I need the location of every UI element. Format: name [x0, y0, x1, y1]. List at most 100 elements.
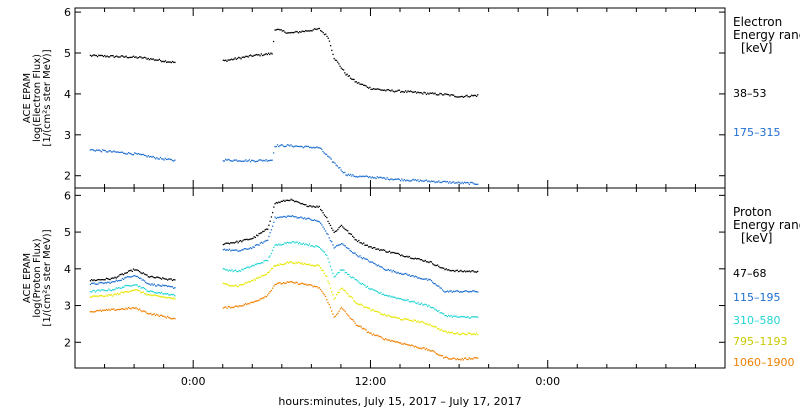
- proton-point: [113, 281, 115, 283]
- proton-series-0: [89, 198, 479, 282]
- proton-point: [438, 285, 440, 287]
- proton-point: [118, 279, 120, 282]
- electron-point: [359, 83, 361, 85]
- proton-point: [118, 308, 120, 311]
- proton-point: [374, 334, 376, 337]
- proton-point: [364, 328, 366, 330]
- proton-point: [294, 282, 296, 285]
- proton-point: [114, 276, 116, 278]
- electron-point: [339, 167, 341, 169]
- proton-point: [93, 295, 95, 297]
- electron-point: [312, 146, 314, 148]
- proton-point: [451, 316, 454, 318]
- electron-point: [393, 91, 396, 93]
- electron-point: [95, 149, 98, 151]
- proton-point: [438, 327, 440, 330]
- electron-point: [406, 179, 408, 181]
- proton-point: [452, 269, 455, 272]
- proton-point: [118, 293, 120, 296]
- electron-point: [439, 92, 441, 95]
- proton-point: [450, 314, 452, 317]
- proton-point: [452, 357, 455, 359]
- proton-point: [379, 312, 381, 314]
- electron-point: [331, 49, 333, 52]
- electron-point: [347, 75, 349, 77]
- proton-point: [273, 246, 275, 248]
- proton-point: [340, 269, 343, 271]
- proton-point: [153, 277, 155, 279]
- proton-point: [355, 324, 357, 326]
- proton-point: [374, 246, 376, 249]
- proton-point: [104, 281, 106, 284]
- proton-ytick-label-5: 5: [64, 226, 71, 239]
- proton-point: [466, 290, 468, 293]
- electron-point: [299, 31, 301, 33]
- x-tick-label-1200: 12:00: [355, 375, 387, 388]
- proton-point: [100, 281, 103, 284]
- proton-point: [387, 295, 389, 297]
- electron-point: [369, 175, 371, 178]
- proton-point: [350, 296, 353, 298]
- proton-point: [276, 202, 279, 204]
- proton-point: [263, 230, 265, 232]
- proton-point: [411, 300, 413, 302]
- electron-point: [163, 61, 165, 63]
- proton-point: [418, 303, 420, 305]
- electron-point: [346, 174, 348, 177]
- proton-point: [381, 266, 383, 268]
- proton-point: [345, 292, 348, 294]
- proton-point: [475, 290, 478, 293]
- proton-point: [289, 281, 291, 283]
- proton-point: [107, 281, 109, 283]
- proton-point: [472, 333, 474, 335]
- proton-point: [141, 310, 143, 313]
- electron-point: [274, 29, 276, 31]
- proton-point: [303, 204, 306, 206]
- proton-point: [376, 290, 378, 293]
- electron-point: [112, 55, 114, 57]
- proton-point: [425, 323, 428, 325]
- proton-point: [382, 249, 385, 251]
- electron-point: [354, 81, 356, 83]
- proton-point: [403, 318, 405, 320]
- proton-point: [174, 279, 176, 281]
- proton-point: [401, 298, 403, 301]
- electron-point: [146, 156, 148, 158]
- proton-point: [324, 215, 327, 218]
- proton-point: [171, 279, 174, 282]
- proton-point: [328, 261, 330, 264]
- proton-point: [125, 284, 127, 287]
- proton-point: [465, 290, 467, 292]
- electron-point: [106, 55, 108, 57]
- proton-point: [123, 278, 125, 280]
- electron-point: [339, 65, 341, 67]
- electron-point: [446, 180, 449, 183]
- proton-point: [349, 295, 351, 298]
- proton-point: [268, 224, 270, 226]
- proton-point: [416, 346, 418, 348]
- proton-point: [137, 276, 140, 279]
- electron-point: [238, 160, 240, 162]
- proton-point: [114, 281, 116, 283]
- electron-point: [317, 27, 319, 30]
- proton-point: [472, 269, 474, 272]
- electron-point: [344, 171, 346, 174]
- electron-point: [380, 176, 382, 179]
- proton-point: [468, 270, 470, 272]
- electron-point: [412, 178, 414, 181]
- electron-point: [105, 151, 108, 153]
- proton-point: [296, 262, 298, 265]
- proton-point: [134, 284, 136, 286]
- proton-point: [269, 232, 271, 234]
- electron-point: [233, 159, 235, 161]
- electron-point: [163, 159, 165, 161]
- proton-point: [92, 282, 94, 285]
- proton-point: [408, 274, 410, 276]
- proton-point: [235, 241, 237, 243]
- proton-point: [291, 262, 293, 264]
- proton-point: [307, 244, 309, 247]
- proton-point: [129, 285, 131, 287]
- proton-point: [316, 264, 318, 266]
- proton-point: [456, 290, 458, 292]
